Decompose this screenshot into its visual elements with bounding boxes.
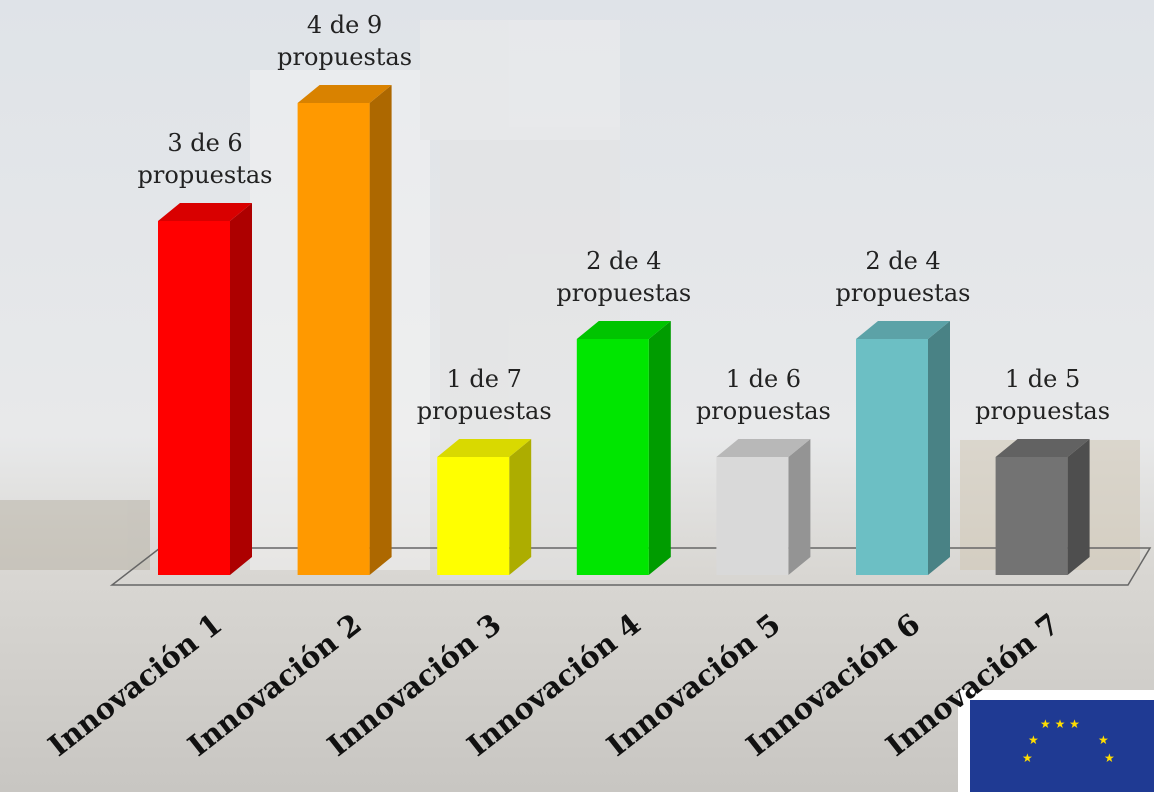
- svg-text:★: ★: [1028, 733, 1039, 747]
- bar: [158, 203, 252, 575]
- bar-front: [577, 339, 649, 575]
- eu-flag: ★ ★ ★ ★★ ★★: [958, 690, 1154, 792]
- bar: [577, 321, 671, 575]
- svg-text:★: ★: [1104, 751, 1115, 765]
- value-label: 4 de 9 propuestas: [260, 9, 430, 73]
- bar-front: [437, 457, 509, 575]
- bar-side: [509, 439, 531, 575]
- svg-text:★ ★ ★: ★ ★ ★: [1040, 717, 1080, 731]
- bar: [996, 439, 1090, 575]
- bar: [437, 439, 531, 575]
- bar-front: [856, 339, 928, 575]
- bar-side: [788, 439, 810, 575]
- svg-text:★: ★: [1098, 733, 1109, 747]
- bar-front: [996, 457, 1068, 575]
- bar-side: [370, 85, 392, 575]
- bar-front: [716, 457, 788, 575]
- bar-side: [649, 321, 671, 575]
- bar-front: [158, 221, 230, 575]
- bar-side: [928, 321, 950, 575]
- bar-side: [230, 203, 252, 575]
- value-label: 3 de 6 propuestas: [120, 127, 290, 191]
- bar-front: [298, 103, 370, 575]
- svg-text:★: ★: [1022, 751, 1033, 765]
- value-label: 1 de 7 propuestas: [399, 363, 569, 427]
- bar: [298, 85, 392, 575]
- page: {"chart_data": {"type": "bar3d", "catego…: [0, 0, 1154, 792]
- value-label: 1 de 5 propuestas: [958, 363, 1128, 427]
- value-label: 2 de 4 propuestas: [539, 245, 709, 309]
- bar: [716, 439, 810, 575]
- bar-side: [1068, 439, 1090, 575]
- bar: [856, 321, 950, 575]
- value-label: 2 de 4 propuestas: [818, 245, 988, 309]
- value-label: 1 de 6 propuestas: [678, 363, 848, 427]
